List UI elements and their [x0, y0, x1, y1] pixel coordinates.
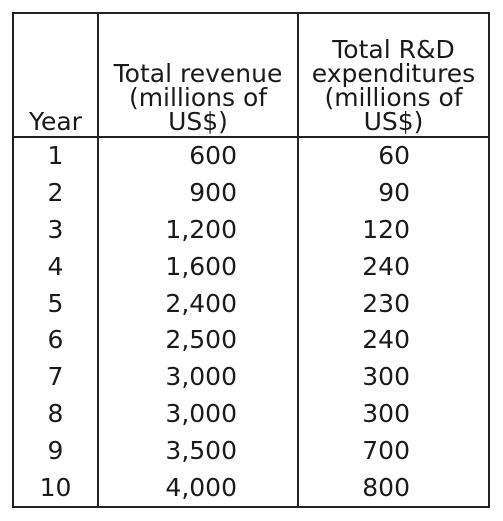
rd-cell: 230 — [297, 285, 488, 322]
year-cell: 9 — [47, 435, 64, 465]
year-cell: 8 — [47, 398, 64, 428]
year-cell: 3 — [47, 215, 64, 244]
data-table: Year Total revenue (millions of US$) Tot… — [12, 12, 490, 508]
table-body: 1 600 60 2 900 90 3 1,200 120 4 1,600 240 5 2,400 230 6… — [14, 137, 488, 506]
year-cell: 5 — [47, 288, 64, 318]
header-rd-line: expenditures — [311, 59, 476, 88]
year-cell: 10 — [39, 472, 72, 502]
header-rd-line: (millions of — [324, 83, 463, 112]
header-total-rd: Total R&D expenditures (millions of US$) — [297, 14, 488, 138]
revenue-cell: 3,000 — [97, 358, 298, 396]
table-row: 9 3,500 700 — [14, 432, 488, 470]
header-total-revenue: Total revenue (millions of US$) — [97, 14, 298, 138]
rd-cell: 300 — [297, 395, 488, 433]
revenue-cell: 2,500 — [97, 322, 298, 359]
header-year: Year — [14, 14, 98, 138]
revenue-cell: 3,500 — [97, 432, 298, 470]
table-row: 8 3,000 300 — [14, 395, 488, 433]
header-revenue-line: (millions of — [128, 83, 268, 112]
revenue-cell: 4,000 — [97, 469, 298, 506]
rd-cell: 90 — [297, 174, 488, 212]
rd-cell: 60 — [297, 137, 488, 175]
header-revenue-line: US$) — [168, 107, 228, 136]
revenue-cell: 1,600 — [97, 248, 298, 286]
revenue-cell: 900 — [97, 174, 298, 212]
year-cell: 7 — [47, 362, 64, 392]
header-rd-line: US$) — [363, 107, 424, 136]
table-row: 10 4,000 800 — [14, 469, 488, 506]
table-row: 1 600 60 — [14, 137, 488, 175]
table-row: 3 1,200 120 — [14, 211, 488, 249]
table-row: 2 900 90 — [14, 174, 488, 212]
header-year-line: Year — [29, 107, 82, 136]
table-row: 4 1,600 240 — [14, 248, 488, 286]
year-cell: 1 — [47, 141, 64, 171]
rd-cell: 800 — [297, 469, 488, 506]
year-cell: 2 — [47, 178, 64, 208]
header-revenue-line: Total revenue — [113, 59, 283, 88]
revenue-rd-table: Year Total revenue (millions of US$) Tot… — [14, 14, 488, 506]
header-rd-line: Total R&D — [332, 35, 455, 64]
revenue-cell: 1,200 — [97, 211, 298, 249]
revenue-cell: 3,000 — [97, 395, 298, 433]
revenue-cell: 600 — [97, 137, 298, 175]
table-row: 6 2,500 240 — [14, 322, 488, 359]
revenue-cell: 2,400 — [97, 285, 298, 322]
year-cell: 4 — [47, 251, 64, 281]
header-row: Year Total revenue (millions of US$) Tot… — [14, 14, 488, 138]
rd-cell: 120 — [297, 211, 488, 249]
rd-cell: 300 — [297, 358, 488, 396]
year-cell: 6 — [47, 325, 64, 355]
table-row: 5 2,400 230 — [14, 285, 488, 322]
rd-cell: 240 — [297, 322, 488, 359]
rd-cell: 240 — [297, 248, 488, 286]
rd-cell: 700 — [297, 432, 488, 470]
table-row: 7 3,000 300 — [14, 358, 488, 396]
